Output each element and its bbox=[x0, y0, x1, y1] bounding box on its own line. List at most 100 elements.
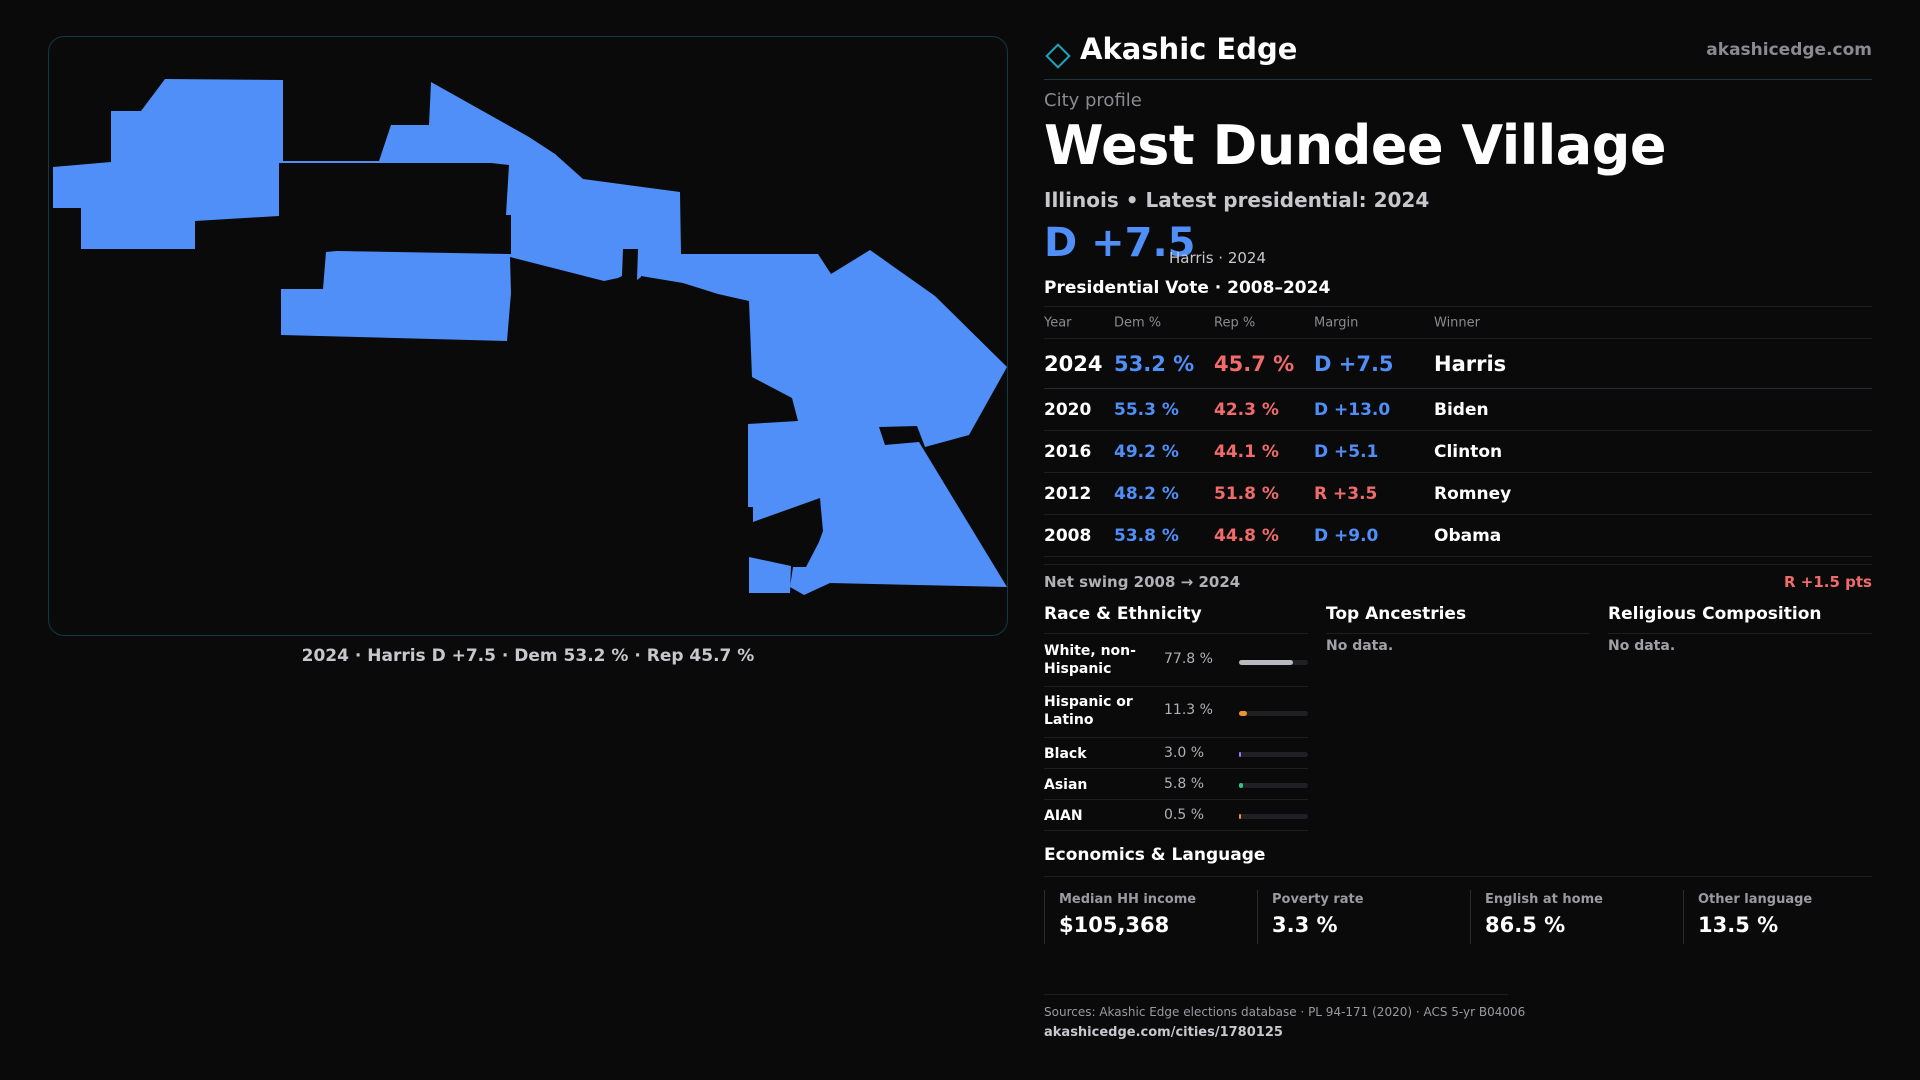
net-swing-value: R +1.5 pts bbox=[1784, 573, 1872, 591]
vote-dem-pct: 55.3 % bbox=[1114, 399, 1179, 420]
economics-stat: English at home 86.5 % bbox=[1470, 890, 1677, 944]
vote-year: 2024 bbox=[1044, 351, 1103, 376]
vote-year: 2012 bbox=[1044, 483, 1092, 504]
economics-stat-value: 13.5 % bbox=[1698, 913, 1779, 937]
vote-section-title: Presidential Vote · 2008–2024 bbox=[1044, 278, 1331, 298]
vote-rep-pct: 42.3 % bbox=[1214, 399, 1279, 420]
race-value: 3.0 % bbox=[1164, 745, 1205, 761]
vote-year: 2008 bbox=[1044, 525, 1092, 546]
economics-section-title: Economics & Language bbox=[1044, 845, 1872, 877]
vote-rep-pct: 45.7 % bbox=[1214, 351, 1295, 376]
header-margin: Margin bbox=[1314, 315, 1359, 330]
vote-margin: D +13.0 bbox=[1314, 399, 1391, 420]
economics-stat-value: 86.5 % bbox=[1485, 913, 1566, 937]
race-bar-fill bbox=[1239, 782, 1243, 788]
vote-margin: D +5.1 bbox=[1314, 441, 1379, 462]
vote-winner: Obama bbox=[1434, 525, 1502, 546]
race-name: Asian bbox=[1044, 777, 1088, 793]
race-bar-track bbox=[1239, 813, 1308, 819]
vote-row-2012: 2012 48.2 % 51.8 % R +3.5 Romney bbox=[1044, 473, 1872, 515]
vote-table-header: Year Dem % Rep % Margin Winner bbox=[1044, 307, 1872, 339]
race-bar-fill bbox=[1239, 813, 1241, 819]
race-row: Black 3.0 % bbox=[1044, 738, 1308, 769]
footer-sources: Sources: Akashic Edge elections database… bbox=[1044, 1005, 1526, 1019]
race-bar-track bbox=[1239, 710, 1308, 716]
economics-stat: Median HH income $105,368 bbox=[1044, 890, 1251, 944]
race-name: Black bbox=[1044, 746, 1087, 762]
economics-stat-label: Poverty rate bbox=[1272, 892, 1364, 907]
footer: Sources: Akashic Edge elections database… bbox=[1044, 994, 1526, 1040]
vote-rep-pct: 44.8 % bbox=[1214, 525, 1279, 546]
race-bar-fill bbox=[1239, 751, 1242, 757]
header-winner: Winner bbox=[1434, 315, 1481, 330]
vote-rep-pct: 44.1 % bbox=[1214, 441, 1279, 462]
vote-dem-pct: 49.2 % bbox=[1114, 441, 1179, 462]
vote-year: 2020 bbox=[1044, 399, 1092, 420]
race-name: White, non-Hispanic bbox=[1044, 643, 1136, 677]
vote-winner: Biden bbox=[1434, 399, 1489, 420]
economics-stat: Poverty rate 3.3 % bbox=[1257, 890, 1464, 944]
race-list: White, non-Hispanic 77.8 % Hispanic or Lat… bbox=[1044, 636, 1308, 831]
vote-row-2008: 2008 53.8 % 44.8 % D +9.0 Obama bbox=[1044, 515, 1872, 557]
race-bar-fill bbox=[1239, 710, 1247, 716]
religion-section-title: Religious Composition bbox=[1608, 600, 1872, 634]
latest-margin-note: Harris · 2024 bbox=[1169, 249, 1267, 267]
race-row: Hispanic or Latino 11.3 % bbox=[1044, 687, 1308, 738]
race-name: Hispanic or Latino bbox=[1044, 694, 1133, 728]
vote-margin: D +7.5 bbox=[1314, 351, 1394, 376]
brand-name: Akashic Edge bbox=[1080, 32, 1298, 66]
page-eyebrow: City profile bbox=[1044, 90, 1142, 111]
latest-margin: D +7.5 bbox=[1044, 220, 1196, 266]
map-caption: 2024 · Harris D +7.5 · Dem 53.2 % · Rep … bbox=[301, 646, 755, 666]
race-bar-track bbox=[1239, 782, 1308, 788]
economics-stat-label: Other language bbox=[1698, 892, 1813, 907]
economics-stat-value: 3.3 % bbox=[1272, 913, 1338, 937]
vote-winner: Clinton bbox=[1434, 441, 1503, 462]
page-subtitle: Illinois • Latest presidential: 2024 bbox=[1044, 188, 1430, 212]
race-bar-track bbox=[1239, 751, 1308, 757]
boundary-parcel-northwest bbox=[53, 79, 1007, 595]
net-swing-row: Net swing 2008 → 2024 R +1.5 pts bbox=[1044, 564, 1872, 598]
header-dem: Dem % bbox=[1114, 315, 1162, 330]
race-row: Asian 5.8 % bbox=[1044, 769, 1308, 800]
vote-margin: R +3.5 bbox=[1314, 483, 1378, 504]
brand-url-link[interactable]: akashicedge.com bbox=[1706, 40, 1872, 60]
ancestries-empty: No data. bbox=[1326, 638, 1394, 654]
race-section-title: Race & Ethnicity bbox=[1044, 600, 1308, 634]
race-name: AIAN bbox=[1044, 808, 1083, 824]
race-value: 11.3 % bbox=[1164, 702, 1213, 718]
religion-empty: No data. bbox=[1608, 638, 1676, 654]
vote-year: 2016 bbox=[1044, 441, 1092, 462]
vote-dem-pct: 53.8 % bbox=[1114, 525, 1179, 546]
diamond-icon bbox=[1044, 42, 1072, 74]
header-year: Year bbox=[1044, 315, 1072, 330]
page-title: West Dundee Village bbox=[1044, 114, 1667, 177]
vote-dem-pct: 53.2 % bbox=[1114, 351, 1195, 376]
race-bar-fill bbox=[1239, 659, 1293, 665]
boundary-parcel-southeast bbox=[749, 557, 791, 593]
economics-stat-label: Median HH income bbox=[1059, 892, 1197, 907]
vote-rep-pct: 51.8 % bbox=[1214, 483, 1279, 504]
boundary-shapes bbox=[53, 79, 1007, 595]
vote-winner: Harris bbox=[1434, 351, 1507, 376]
vote-table: Year Dem % Rep % Margin Winner 2024 53.2 … bbox=[1044, 306, 1872, 557]
race-value: 77.8 % bbox=[1164, 651, 1213, 667]
race-row: AIAN 0.5 % bbox=[1044, 800, 1308, 831]
vote-row-2024: 2024 53.2 % 45.7 % D +7.5 Harris bbox=[1044, 339, 1872, 389]
vote-margin: D +9.0 bbox=[1314, 525, 1379, 546]
economics-stat-value: $105,368 bbox=[1059, 913, 1170, 937]
economics-stat: Other language 13.5 % bbox=[1683, 890, 1890, 944]
vote-dem-pct: 48.2 % bbox=[1114, 483, 1179, 504]
brand-header: Akashic Edge akashicedge.com bbox=[1044, 30, 1872, 80]
race-bar-track bbox=[1239, 659, 1308, 665]
vote-winner: Romney bbox=[1434, 483, 1512, 504]
footer-url-link[interactable]: akashicedge.com/cities/1780125 bbox=[1044, 1025, 1283, 1040]
economics-stat-label: English at home bbox=[1485, 892, 1603, 907]
net-swing-label: Net swing 2008 → 2024 bbox=[1044, 573, 1241, 591]
city-boundary-map[interactable] bbox=[48, 36, 1008, 636]
header-rep: Rep % bbox=[1214, 315, 1256, 330]
vote-row-2020: 2020 55.3 % 42.3 % D +13.0 Biden bbox=[1044, 389, 1872, 431]
race-value: 5.8 % bbox=[1164, 776, 1205, 792]
city-boundary-svg bbox=[53, 79, 1007, 595]
vote-row-2016: 2016 49.2 % 44.1 % D +5.1 Clinton bbox=[1044, 431, 1872, 473]
